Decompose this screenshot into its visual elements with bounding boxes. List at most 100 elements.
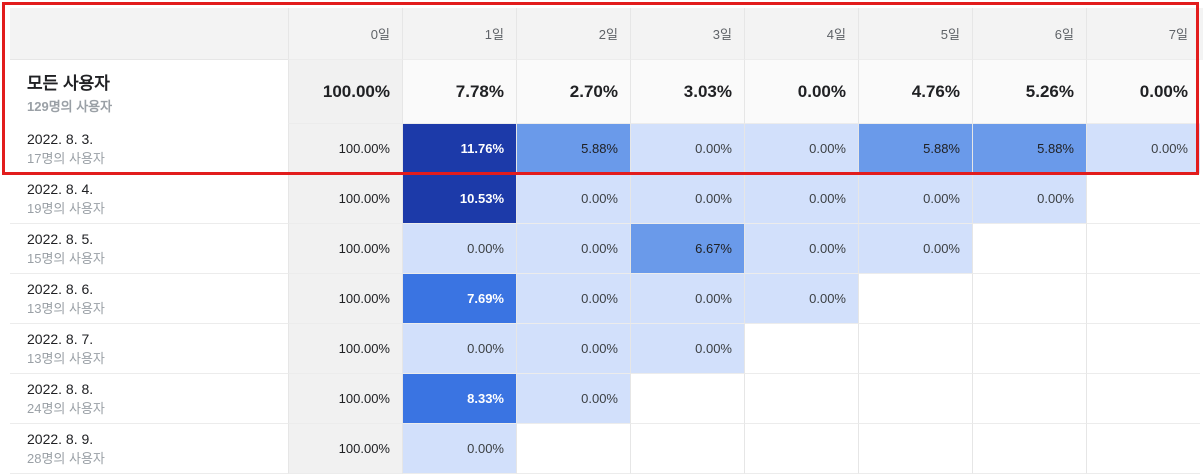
- retention-cell[interactable]: 0.00%: [630, 174, 744, 224]
- retention-cell[interactable]: 100.00%: [288, 224, 402, 274]
- retention-cell[interactable]: 0.00%: [1086, 124, 1200, 174]
- retention-cell[interactable]: 0.00%: [402, 424, 516, 474]
- header-day-4: 4일: [744, 8, 858, 60]
- retention-cell[interactable]: 10.53%: [402, 174, 516, 224]
- retention-cell[interactable]: 0.00%: [630, 324, 744, 374]
- empty-cell: [1086, 374, 1200, 424]
- retention-cell[interactable]: 0.00%: [630, 274, 744, 324]
- retention-cell[interactable]: 0.00%: [516, 374, 630, 424]
- retention-cell[interactable]: 100.00%: [288, 324, 402, 374]
- cohort-row[interactable]: 2022. 8. 5. 15명의 사용자 100.00% 0.00% 0.00% 6.67…: [10, 224, 1203, 274]
- header-day-5: 5일: [858, 8, 972, 60]
- cohort-date: 2022. 8. 3.: [27, 130, 94, 147]
- cohort-user-count: 15명의 사용자: [27, 250, 105, 266]
- cohort-label: 2022. 8. 4. 19명의 사용자: [10, 174, 288, 224]
- total-cell[interactable]: 100.00%: [288, 60, 402, 124]
- cohort-date: 2022. 8. 8.: [27, 380, 94, 397]
- total-cell[interactable]: 2.70%: [516, 60, 630, 124]
- cohort-date: 2022. 8. 7.: [27, 330, 94, 347]
- retention-cell[interactable]: 8.33%: [402, 374, 516, 424]
- retention-cell[interactable]: 0.00%: [516, 224, 630, 274]
- header-day-7: 7일: [1086, 8, 1200, 60]
- empty-cell: [972, 274, 1086, 324]
- cohort-label: 2022. 8. 5. 15명의 사용자: [10, 224, 288, 274]
- retention-cell[interactable]: 0.00%: [744, 274, 858, 324]
- retention-cell[interactable]: 100.00%: [288, 374, 402, 424]
- cohort-row[interactable]: 2022. 8. 7. 13명의 사용자 100.00% 0.00% 0.00% 0.00…: [10, 324, 1203, 374]
- cohort-label: 2022. 8. 7. 13명의 사용자: [10, 324, 288, 374]
- empty-cell: [972, 374, 1086, 424]
- cohort-user-count: 19명의 사용자: [27, 200, 105, 216]
- retention-cell[interactable]: 100.00%: [288, 174, 402, 224]
- cohort-row[interactable]: 2022. 8. 9. 28명의 사용자 100.00% 0.00%: [10, 424, 1203, 474]
- retention-cell[interactable]: 0.00%: [402, 224, 516, 274]
- empty-cell: [516, 424, 630, 474]
- header-day-3: 3일: [630, 8, 744, 60]
- retention-cell[interactable]: 0.00%: [516, 274, 630, 324]
- total-cell[interactable]: 7.78%: [402, 60, 516, 124]
- cohort-label: 2022. 8. 3. 17명의 사용자: [10, 124, 288, 174]
- retention-cell[interactable]: 0.00%: [744, 174, 858, 224]
- retention-cell[interactable]: 0.00%: [516, 174, 630, 224]
- empty-cell: [858, 424, 972, 474]
- cohort-user-count: 24명의 사용자: [27, 400, 105, 416]
- header-corner: [10, 8, 288, 60]
- retention-cell[interactable]: 0.00%: [744, 224, 858, 274]
- retention-cell[interactable]: 100.00%: [288, 124, 402, 174]
- cohort-label: 2022. 8. 6. 13명의 사용자: [10, 274, 288, 324]
- retention-cell[interactable]: 0.00%: [858, 174, 972, 224]
- total-cell[interactable]: 0.00%: [1086, 60, 1200, 124]
- retention-cell[interactable]: 0.00%: [972, 174, 1086, 224]
- header-day-6: 6일: [972, 8, 1086, 60]
- all-users-title: 모든 사용자: [27, 74, 110, 93]
- retention-cell[interactable]: 6.67%: [630, 224, 744, 274]
- cohort-date: 2022. 8. 6.: [27, 280, 94, 297]
- cohort-label: 2022. 8. 8. 24명의 사용자: [10, 374, 288, 424]
- empty-cell: [1086, 274, 1200, 324]
- cohort-date: 2022. 8. 4.: [27, 180, 94, 197]
- empty-cell: [630, 424, 744, 474]
- retention-cell[interactable]: 5.88%: [858, 124, 972, 174]
- all-users-count: 129명의 사용자: [27, 99, 113, 114]
- header-day-2: 2일: [516, 8, 630, 60]
- total-cell[interactable]: 0.00%: [744, 60, 858, 124]
- header-day-1: 1일: [402, 8, 516, 60]
- retention-cell[interactable]: 0.00%: [516, 324, 630, 374]
- empty-cell: [1086, 324, 1200, 374]
- cohort-user-count: 17명의 사용자: [27, 150, 105, 166]
- cohort-row[interactable]: 2022. 8. 3. 17명의 사용자 100.00% 11.76% 5.88% 0.0…: [10, 124, 1203, 174]
- retention-cell[interactable]: 0.00%: [402, 324, 516, 374]
- empty-cell: [744, 424, 858, 474]
- retention-cell[interactable]: 0.00%: [630, 124, 744, 174]
- header-day-0: 0일: [288, 8, 402, 60]
- empty-cell: [744, 324, 858, 374]
- total-cell[interactable]: 5.26%: [972, 60, 1086, 124]
- cohort-row[interactable]: 2022. 8. 4. 19명의 사용자 100.00% 10.53% 0.00% 0.0…: [10, 174, 1203, 224]
- retention-cell[interactable]: 7.69%: [402, 274, 516, 324]
- cohort-table: 0일 1일 2일 3일 4일 5일 6일 7일 모든 사용자 129명의 사용자…: [10, 8, 1203, 474]
- empty-cell: [1086, 424, 1200, 474]
- empty-cell: [972, 324, 1086, 374]
- retention-cell[interactable]: 100.00%: [288, 424, 402, 474]
- retention-cell[interactable]: 11.76%: [402, 124, 516, 174]
- retention-cell[interactable]: 5.88%: [516, 124, 630, 174]
- total-cell[interactable]: 3.03%: [630, 60, 744, 124]
- cohort-user-count: 13명의 사용자: [27, 350, 105, 366]
- empty-cell: [858, 324, 972, 374]
- empty-cell: [1086, 174, 1200, 224]
- total-cell[interactable]: 4.76%: [858, 60, 972, 124]
- cohort-row[interactable]: 2022. 8. 8. 24명의 사용자 100.00% 8.33% 0.00%: [10, 374, 1203, 424]
- cohort-user-count: 13명의 사용자: [27, 300, 105, 316]
- empty-cell: [1086, 224, 1200, 274]
- cohort-label: 2022. 8. 9. 28명의 사용자: [10, 424, 288, 474]
- empty-cell: [858, 274, 972, 324]
- retention-cell[interactable]: 5.88%: [972, 124, 1086, 174]
- cohort-date: 2022. 8. 5.: [27, 230, 94, 247]
- retention-cell[interactable]: 100.00%: [288, 274, 402, 324]
- all-users-row[interactable]: 모든 사용자 129명의 사용자 100.00% 7.78% 2.70% 3.0…: [10, 60, 1203, 124]
- header-row: 0일 1일 2일 3일 4일 5일 6일 7일: [10, 8, 1203, 60]
- all-users-label: 모든 사용자 129명의 사용자: [10, 60, 288, 124]
- retention-cell[interactable]: 0.00%: [858, 224, 972, 274]
- cohort-row[interactable]: 2022. 8. 6. 13명의 사용자 100.00% 7.69% 0.00% 0.00…: [10, 274, 1203, 324]
- retention-cell[interactable]: 0.00%: [744, 124, 858, 174]
